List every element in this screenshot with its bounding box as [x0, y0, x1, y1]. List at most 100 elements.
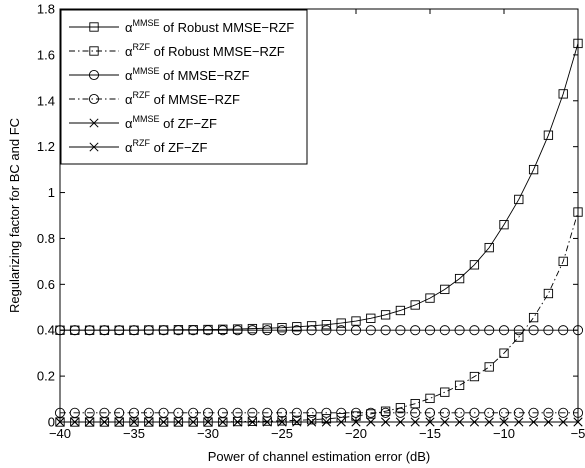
series-3-point: [410, 325, 421, 336]
series-4-point: [395, 407, 406, 418]
series-1-point: [543, 130, 554, 140]
series-3-point: [158, 325, 169, 336]
series-4-point: [513, 407, 524, 418]
x-tick-label: −35: [123, 426, 145, 441]
y-tick-label: 1.2: [37, 139, 55, 154]
series-3-point: [513, 325, 524, 336]
series-2-point: [440, 387, 450, 397]
series-3-point: [321, 325, 332, 336]
y-tick-label: 0.2: [37, 369, 55, 384]
series-4-point: [410, 407, 421, 418]
series-4-point: [247, 407, 258, 418]
series-4-point: [365, 407, 376, 418]
y-tick-label: 0.8: [37, 231, 55, 246]
legend-entry: αRZF of MMSE−RZF: [69, 90, 240, 107]
series-4-point: [336, 407, 347, 418]
series-3-point: [498, 325, 510, 336]
series-4-point: [558, 407, 569, 418]
y-tick-label: 1.4: [37, 93, 55, 108]
series-3-point: [306, 325, 317, 336]
legend-label: αMMSE of Robust MMSE−RZF: [125, 18, 294, 35]
series-3-point: [84, 325, 95, 336]
series-2-point: [558, 256, 568, 267]
legend-label: αMMSE of MMSE−RZF: [125, 66, 250, 83]
series-2-point: [306, 415, 317, 425]
legend-marker: [89, 46, 99, 56]
series-1-point: [292, 322, 302, 332]
series-1-point: [528, 164, 539, 175]
series-2-point: [425, 393, 435, 404]
legend-entry: αRZF of Robust MMSE−RZF: [69, 42, 285, 59]
series-1-point: [514, 194, 524, 205]
series-1-point: [366, 313, 376, 323]
series-2-point: [395, 403, 406, 413]
series-4-point: [543, 407, 554, 418]
legend-entry: αMMSE of MMSE−RZF: [69, 66, 250, 83]
legend-marker: [89, 118, 99, 128]
series-1-point: [440, 284, 450, 295]
y-tick-label: 0.6: [37, 277, 55, 292]
series-3-point: [528, 325, 539, 336]
series-3-point: [276, 325, 288, 336]
series-2-point: [321, 414, 332, 424]
series-3-point: [247, 325, 258, 336]
series-1-point: [484, 242, 494, 253]
series-3-point: [188, 325, 199, 336]
legend-marker: [88, 93, 100, 105]
series-3-point: [114, 325, 125, 336]
series-4-point: [454, 407, 465, 418]
series-2-point: [262, 416, 272, 426]
series-1-point: [410, 300, 420, 310]
series-3-point: [484, 325, 495, 336]
series-2-point: [514, 332, 524, 342]
x-tick-label: −10: [493, 426, 515, 441]
series-4-point: [84, 407, 95, 418]
series-1-point: [395, 305, 406, 316]
axes: −40 −35 −30 −25 −20 −15 −10 −5 0 0.2 0.4 0.6 0.8 1 1.2…: [37, 2, 585, 442]
series-3-point: [439, 325, 450, 336]
series-4-point: [69, 407, 80, 418]
series-1-point: [321, 320, 332, 330]
series-2-point: [499, 348, 509, 358]
series-3-point: [424, 325, 436, 336]
series-4-point: [232, 407, 243, 418]
series-3-point: [395, 325, 406, 336]
series-2-point: [528, 312, 539, 323]
y-tick-label: 0: [48, 415, 55, 430]
series-4-point: [173, 407, 184, 418]
series-2-point: [543, 288, 554, 299]
plot-frame: [59, 8, 579, 423]
series-4-point: [114, 407, 125, 418]
y-tick-label: 1.6: [37, 47, 55, 62]
legend-box: [60, 9, 308, 165]
legend-label: αRZF of ZF−ZF: [125, 138, 207, 155]
series-3-point: [217, 325, 228, 336]
series-3-point: [202, 325, 214, 336]
series-2-point: [454, 380, 465, 390]
legend-marker: [89, 22, 99, 32]
legend: αMMSE of Robust MMSE−RZF αRZF of Robust M…: [60, 9, 308, 165]
series-3-point: [365, 325, 376, 336]
series-3-point: [143, 325, 154, 336]
series-1-point: [380, 310, 391, 320]
legend-entry: αRZF of ZF−ZF: [69, 138, 207, 155]
series-3-point: [469, 325, 480, 336]
y-axis-label: Regularizing factor for BC and FC: [7, 118, 22, 313]
series-3-point: [128, 325, 140, 336]
legend-label: αRZF of MMSE−RZF: [125, 90, 240, 107]
series-3-point: [291, 325, 302, 336]
x-tick-label: −5: [571, 426, 585, 441]
series-3-point: [350, 325, 362, 336]
series-2-point: [292, 415, 302, 426]
series-4-point: [188, 407, 199, 418]
series-1-point: [336, 318, 346, 328]
series-4-point: [306, 407, 317, 418]
series-4-point: [321, 407, 332, 418]
y-tick-label: 1.8: [37, 2, 55, 17]
x-tick-label: −40: [49, 426, 71, 441]
series-1-point: [469, 260, 480, 270]
y-tick-label: 0.4: [37, 323, 55, 338]
series-4-point: [143, 407, 154, 418]
legend-entry: αMMSE of ZF−ZF: [69, 114, 217, 131]
